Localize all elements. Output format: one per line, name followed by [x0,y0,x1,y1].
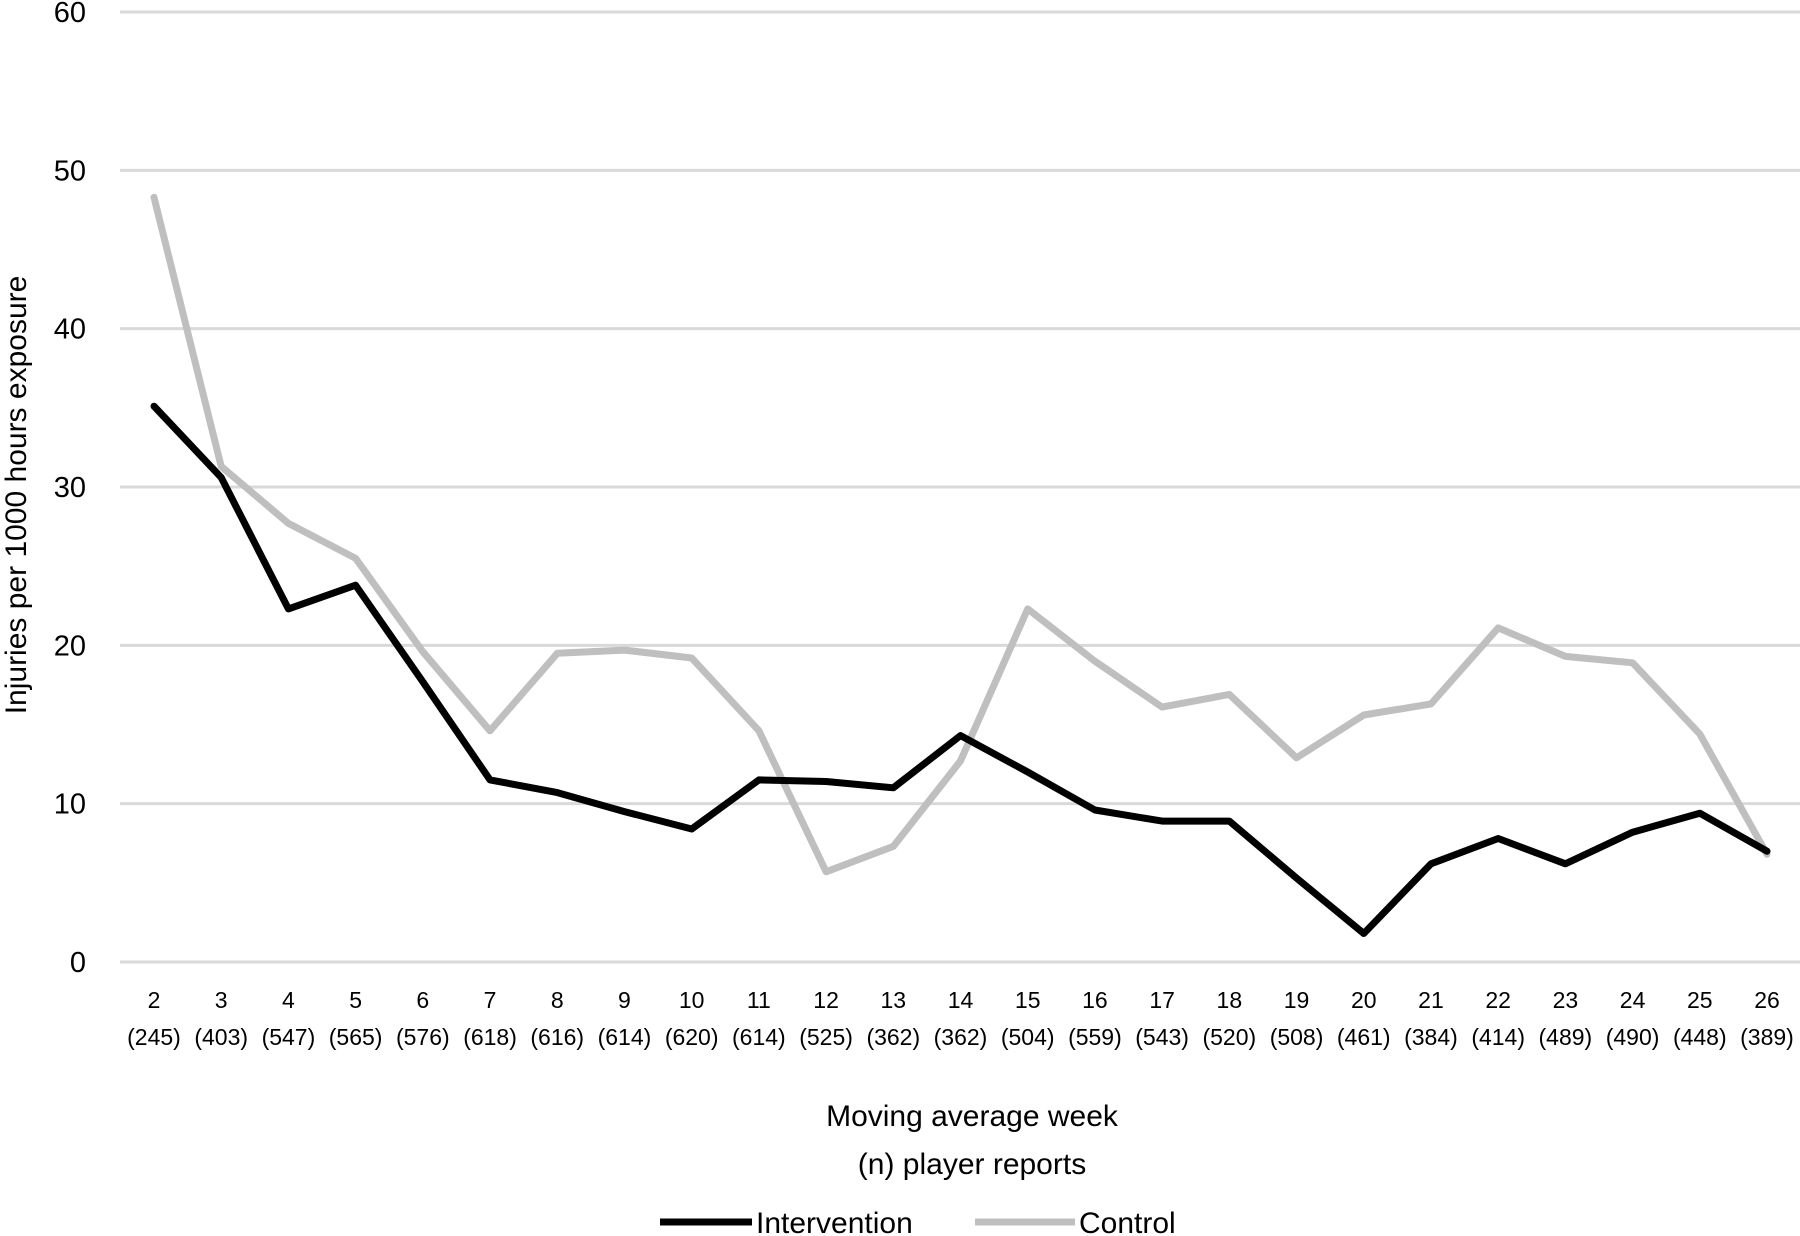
y-tick-label: 20 [54,630,86,662]
x-tick-label: 18 [1217,987,1243,1013]
series-lines [150,193,1771,937]
legend-label-intervention: Intervention [756,1207,913,1236]
x-tick-count: (525) [799,1024,853,1050]
y-axis-ticks: 0 10 20 30 40 50 60 [54,0,86,979]
x-tick-count: (559) [1068,1024,1122,1050]
x-tick-count: (403) [194,1024,248,1050]
x-tick-label: 15 [1015,987,1041,1013]
x-tick-count: (461) [1337,1024,1391,1050]
x-tick-count: (576) [396,1024,450,1050]
x-tick-label: 3 [215,987,228,1013]
x-tick-count: (520) [1202,1024,1256,1050]
legend-label-control: Control [1079,1207,1176,1236]
x-tick-count: (620) [665,1024,719,1050]
x-axis-title: Moving average week [826,1100,1119,1133]
series-line-control [150,193,1771,876]
x-tick-label: 26 [1754,987,1780,1013]
x-tick-label: 17 [1149,987,1175,1013]
x-tick-count: (489) [1539,1024,1593,1050]
x-tick-label: 9 [618,987,631,1013]
x-tick-label: 19 [1284,987,1310,1013]
x-tick-count: (389) [1740,1024,1794,1050]
x-tick-count: (614) [732,1024,786,1050]
x-tick-label: 14 [948,987,974,1013]
gridlines [120,10,1800,964]
y-tick-label: 60 [54,0,86,29]
x-tick-count: (614) [598,1024,652,1050]
x-axis-ticks: 2 (245) 3 (403) 4 (547) 5 (565) 6 (576) 7 (618) 8 (61… [127,987,1794,1050]
x-tick-label: 25 [1687,987,1713,1013]
x-tick-label: 20 [1351,987,1377,1013]
y-tick-label: 50 [54,155,86,187]
legend: Intervention Control [660,1207,1176,1236]
x-tick-label: 22 [1485,987,1511,1013]
x-tick-label: 7 [484,987,497,1013]
x-tick-label: 11 [747,987,771,1013]
x-tick-label: 21 [1418,987,1444,1013]
x-tick-count: (565) [329,1024,383,1050]
x-tick-label: 8 [551,987,564,1013]
y-tick-label: 10 [54,789,86,821]
x-tick-count: (448) [1673,1024,1727,1050]
x-axis-subtitle: (n) player reports [858,1148,1086,1181]
x-tick-label: 2 [148,987,161,1013]
x-tick-count: (616) [530,1024,584,1050]
x-tick-count: (384) [1404,1024,1458,1050]
x-tick-count: (414) [1471,1024,1525,1050]
x-tick-count: (362) [866,1024,920,1050]
x-tick-label: 10 [679,987,705,1013]
x-tick-label: 13 [880,987,906,1013]
x-tick-label: 5 [349,987,362,1013]
x-tick-count: (547) [262,1024,316,1050]
x-tick-label: 24 [1620,987,1646,1013]
series-line-intervention [150,402,1771,937]
y-tick-label: 30 [54,472,86,504]
y-axis-title: Injuries per 1000 hours exposure [0,276,33,715]
x-tick-count: (504) [1001,1024,1055,1050]
x-tick-count: (362) [934,1024,988,1050]
y-tick-label: 40 [54,314,86,346]
x-tick-label: 23 [1553,987,1579,1013]
x-tick-count: (543) [1135,1024,1189,1050]
x-tick-count: (490) [1606,1024,1660,1050]
x-tick-label: 4 [282,987,295,1013]
x-tick-count: (508) [1270,1024,1324,1050]
x-tick-label: 16 [1082,987,1108,1013]
x-tick-label: 6 [416,987,429,1013]
x-tick-label: 12 [813,987,839,1013]
x-tick-count: (618) [463,1024,517,1050]
y-tick-label: 0 [70,947,86,979]
x-tick-count: (245) [127,1024,181,1050]
